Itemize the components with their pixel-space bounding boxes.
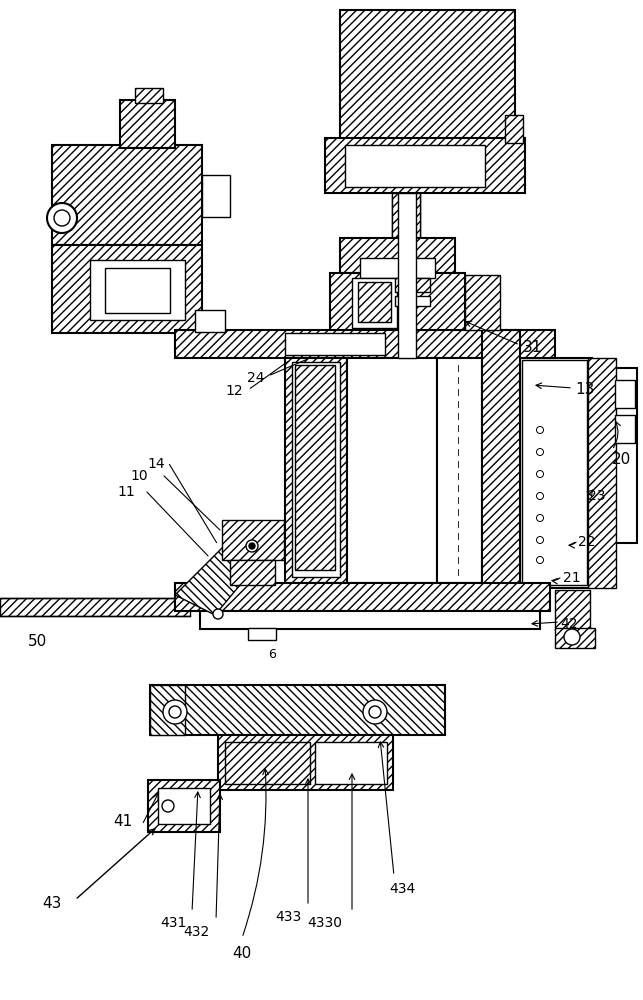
Bar xyxy=(105,268,170,313)
Circle shape xyxy=(47,203,77,233)
Bar xyxy=(588,358,616,588)
Text: 22: 22 xyxy=(578,535,595,549)
Bar xyxy=(135,88,163,103)
Circle shape xyxy=(163,700,187,724)
Circle shape xyxy=(536,471,543,478)
Text: 31: 31 xyxy=(523,340,543,356)
Polygon shape xyxy=(175,540,265,615)
Text: 13: 13 xyxy=(575,382,594,397)
Bar xyxy=(325,138,525,193)
Bar xyxy=(52,245,202,333)
Text: 433: 433 xyxy=(276,910,302,924)
Text: 21: 21 xyxy=(563,571,581,585)
Circle shape xyxy=(162,800,174,812)
Circle shape xyxy=(54,210,70,226)
Text: 40: 40 xyxy=(232,946,251,961)
Text: 24: 24 xyxy=(246,371,264,385)
Circle shape xyxy=(536,448,543,456)
Bar xyxy=(345,145,485,187)
Text: 434: 434 xyxy=(389,882,415,896)
Bar xyxy=(612,368,637,543)
Bar xyxy=(175,583,550,611)
Bar xyxy=(248,628,276,640)
Bar xyxy=(150,685,185,735)
Bar xyxy=(148,780,220,832)
Bar xyxy=(347,358,437,583)
Text: 42: 42 xyxy=(560,617,577,631)
Bar xyxy=(360,258,435,278)
Circle shape xyxy=(363,700,387,724)
Circle shape xyxy=(564,629,580,645)
Text: 20: 20 xyxy=(612,452,631,467)
Bar xyxy=(398,193,416,358)
Bar xyxy=(555,590,590,630)
Text: 10: 10 xyxy=(131,469,148,483)
Bar xyxy=(158,788,210,824)
Bar xyxy=(195,310,225,332)
Text: 14: 14 xyxy=(147,457,165,471)
Bar xyxy=(230,560,275,585)
Text: 23: 23 xyxy=(588,489,606,503)
Bar xyxy=(202,175,230,217)
Bar xyxy=(330,273,465,333)
Bar xyxy=(175,330,555,358)
Bar xyxy=(315,742,387,784)
Circle shape xyxy=(213,609,223,619)
Bar xyxy=(437,358,482,583)
Circle shape xyxy=(169,706,181,718)
Bar xyxy=(615,415,635,443)
Bar xyxy=(392,193,420,238)
Bar xyxy=(482,330,520,590)
Text: 432: 432 xyxy=(184,925,210,939)
Circle shape xyxy=(246,540,258,552)
Text: 50: 50 xyxy=(28,634,47,649)
Bar xyxy=(505,115,523,143)
Text: 41: 41 xyxy=(113,814,132,830)
Text: 6: 6 xyxy=(268,648,276,661)
Circle shape xyxy=(536,426,543,434)
Bar xyxy=(218,735,393,790)
Text: 43: 43 xyxy=(42,896,62,912)
Bar xyxy=(120,100,175,148)
Circle shape xyxy=(536,492,543,499)
Bar xyxy=(522,360,587,585)
Bar xyxy=(395,278,430,292)
Circle shape xyxy=(536,536,543,544)
Bar xyxy=(0,598,190,616)
Bar xyxy=(200,611,540,629)
Bar xyxy=(285,358,347,583)
Bar xyxy=(520,358,592,588)
Text: 12: 12 xyxy=(226,384,243,398)
Bar xyxy=(90,260,185,320)
Bar xyxy=(222,520,284,560)
Text: 4330: 4330 xyxy=(307,916,342,930)
Bar xyxy=(285,333,385,355)
Bar xyxy=(555,628,595,648)
Bar xyxy=(52,145,202,245)
Circle shape xyxy=(369,706,381,718)
Bar xyxy=(295,365,335,570)
Circle shape xyxy=(536,514,543,522)
Text: 11: 11 xyxy=(117,485,135,499)
Bar xyxy=(225,742,310,784)
Bar xyxy=(150,685,445,735)
Circle shape xyxy=(249,543,255,549)
Bar xyxy=(395,296,430,306)
Bar xyxy=(615,380,635,408)
Bar xyxy=(340,238,455,273)
Circle shape xyxy=(536,556,543,564)
Bar xyxy=(358,282,391,322)
Bar xyxy=(292,362,340,577)
Bar xyxy=(465,275,500,330)
Text: 431: 431 xyxy=(161,916,187,930)
Bar xyxy=(352,278,397,328)
Bar xyxy=(340,10,515,140)
